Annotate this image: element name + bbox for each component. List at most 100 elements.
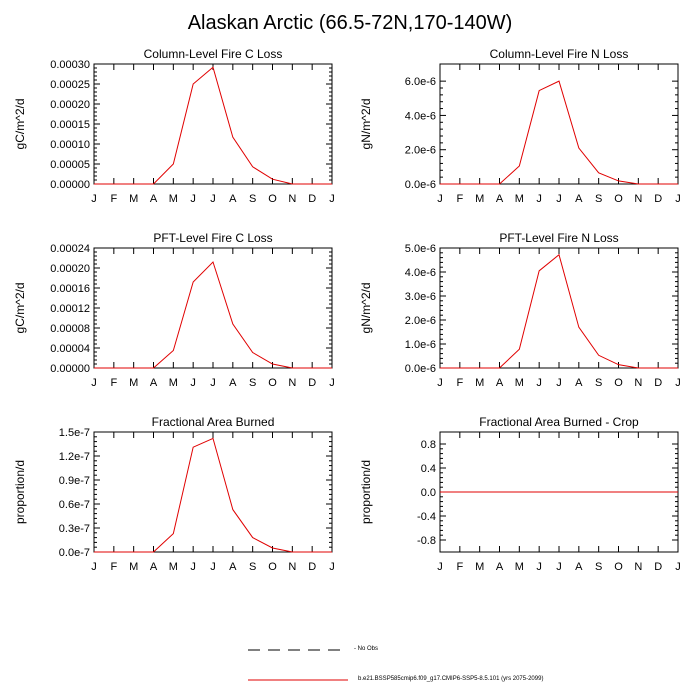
x-tick-label: J xyxy=(437,193,443,205)
y-tick-label: 0.0e-6 xyxy=(405,363,436,375)
x-tick-label: M xyxy=(515,193,524,205)
x-tick-label: J xyxy=(437,377,443,389)
y-tick-label: 1.5e-7 xyxy=(59,427,90,439)
x-tick-label: S xyxy=(595,377,602,389)
x-tick-label: J xyxy=(556,377,562,389)
x-tick-label: F xyxy=(456,377,463,389)
y-tick-label: 0.00030 xyxy=(50,59,90,71)
y-tick-label: 0.00015 xyxy=(50,119,90,131)
y-tick-label: 6.0e-6 xyxy=(405,76,436,88)
x-tick-label: D xyxy=(654,193,662,205)
panel-title: Column-Level Fire C Loss xyxy=(144,47,283,61)
legend-obs: - No Obs xyxy=(248,645,448,655)
series-line xyxy=(440,253,678,369)
x-tick-label: A xyxy=(575,561,583,573)
x-tick-label: M xyxy=(475,377,484,389)
x-tick-label: A xyxy=(575,193,583,205)
x-tick-label: D xyxy=(654,561,662,573)
series-line xyxy=(94,437,332,553)
y-tick-label: 0.9e-7 xyxy=(59,475,90,487)
x-tick-label: S xyxy=(595,193,602,205)
y-tick-label: 1.2e-7 xyxy=(59,451,90,463)
y-tick-label: -0.4 xyxy=(417,511,436,523)
y-axis-label: gC/m^2/d xyxy=(13,99,27,150)
panel-title: Column-Level Fire N Loss xyxy=(490,47,629,61)
y-axis-label: gN/m^2/d xyxy=(359,99,373,150)
plot-frame xyxy=(93,431,333,553)
panel-title: PFT-Level Fire N Loss xyxy=(499,231,618,245)
x-tick-label: M xyxy=(515,561,524,573)
y-tick-label: 2.0e-6 xyxy=(405,145,436,157)
x-tick-label: J xyxy=(91,561,97,573)
x-tick-label: J xyxy=(329,377,335,389)
x-tick-label: O xyxy=(268,193,277,205)
panel-2: Column-Level Fire N Loss gN/m^2/d 0.0e-6 2.… xyxy=(359,47,681,205)
x-tick-label: J xyxy=(675,193,681,205)
x-tick-label: A xyxy=(150,561,158,573)
y-tick-label: 0.8 xyxy=(421,439,436,451)
x-tick-label: J xyxy=(329,561,335,573)
x-tick-label: J xyxy=(536,377,542,389)
y-tick-label: 0.00024 xyxy=(50,243,90,255)
x-tick-label: A xyxy=(575,377,583,389)
x-tick-label: D xyxy=(308,561,316,573)
x-tick-label: J xyxy=(210,561,216,573)
panel-6: Fractional Area Burned - Crop proportion/… xyxy=(359,415,681,573)
y-tick-label: 0.3e-7 xyxy=(59,523,90,535)
x-tick-label: F xyxy=(456,193,463,205)
x-tick-label: M xyxy=(129,561,138,573)
panel-title: Fractional Area Burned - Crop xyxy=(479,415,639,429)
x-tick-label: N xyxy=(634,561,642,573)
y-tick-label: 0.6e-7 xyxy=(59,499,90,511)
y-axis-label: gN/m^2/d xyxy=(359,283,373,334)
y-tick-label: 0.00005 xyxy=(50,159,90,171)
y-tick-label: 4.0e-6 xyxy=(405,110,436,122)
legend-obs-line xyxy=(248,649,348,651)
panel-title: PFT-Level Fire C Loss xyxy=(153,231,272,245)
x-tick-label: S xyxy=(249,561,256,573)
x-tick-label: O xyxy=(268,377,277,389)
x-tick-label: D xyxy=(654,377,662,389)
x-tick-label: J xyxy=(91,377,97,389)
main-title: Alaskan Arctic (66.5-72N,170-140W) xyxy=(187,12,513,34)
x-tick-label: N xyxy=(634,193,642,205)
y-tick-label: 4.0e-6 xyxy=(405,267,436,279)
x-tick-label: O xyxy=(614,193,623,205)
y-tick-label: 0.00020 xyxy=(50,263,90,275)
y-tick-label: 3.0e-6 xyxy=(405,291,436,303)
x-tick-label: A xyxy=(496,561,504,573)
x-tick-label: O xyxy=(268,561,277,573)
plot-frame xyxy=(439,247,679,369)
plot-frame xyxy=(93,63,333,185)
y-tick-label: 0.00004 xyxy=(50,343,90,355)
x-tick-label: J xyxy=(190,377,196,389)
y-tick-label: 5.0e-6 xyxy=(405,243,436,255)
x-tick-label: J xyxy=(536,561,542,573)
x-tick-label: J xyxy=(437,561,443,573)
plot-frame xyxy=(93,247,333,369)
x-tick-label: N xyxy=(288,193,296,205)
x-tick-label: J xyxy=(190,561,196,573)
series-line xyxy=(94,66,332,185)
panel-4: PFT-Level Fire N Loss gN/m^2/d 0.0e-6 1.0e-… xyxy=(359,231,681,389)
x-tick-label: M xyxy=(169,193,178,205)
x-tick-label: J xyxy=(210,193,216,205)
x-tick-label: M xyxy=(475,561,484,573)
legend-model-label: b.e21.BSSP585cmip6.f09_g17.CMIP6-SSP5-8.… xyxy=(358,676,544,682)
x-tick-label: A xyxy=(150,193,158,205)
legend-model: b.e21.BSSP585cmip6.f09_g17.CMIP6-SSP5-8.… xyxy=(248,675,668,685)
x-tick-label: A xyxy=(150,377,158,389)
x-tick-label: N xyxy=(288,561,296,573)
x-tick-label: A xyxy=(229,561,237,573)
y-tick-label: 0.00012 xyxy=(50,303,90,315)
x-tick-label: J xyxy=(91,193,97,205)
y-tick-label: 0.4 xyxy=(421,463,436,475)
y-tick-label: 0.00016 xyxy=(50,283,90,295)
panel-title: Fractional Area Burned xyxy=(152,415,275,429)
y-tick-label: 2.0e-6 xyxy=(405,315,436,327)
x-tick-label: M xyxy=(129,193,138,205)
x-tick-label: J xyxy=(675,377,681,389)
y-axis-label: proportion/d xyxy=(359,460,373,524)
x-tick-label: J xyxy=(556,193,562,205)
